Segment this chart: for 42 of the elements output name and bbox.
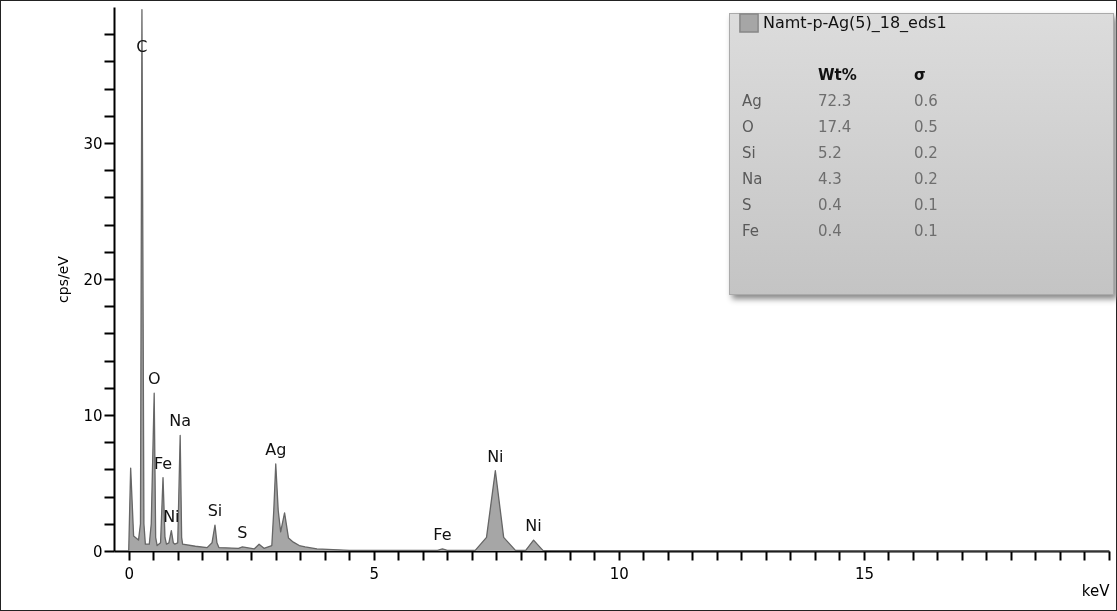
annotation: Si: [742, 143, 757, 164]
annotation: 0.5: [914, 117, 939, 138]
legend-label: Namt-p-Ag(5)_18_eds1: [763, 13, 947, 33]
annotation: Ni: [525, 516, 542, 536]
y-tick-label: 20: [83, 270, 103, 289]
annotation: 17.4: [818, 117, 853, 138]
annotation: 0.2: [914, 143, 939, 164]
annotation: 0.1: [914, 221, 939, 242]
annotation: S: [742, 195, 753, 216]
annotation: S: [237, 522, 248, 542]
x-axis-title: keV: [1081, 581, 1111, 600]
annotation: 72.3: [818, 91, 853, 112]
annotation: Wt%: [818, 65, 858, 86]
annotation: 0.1: [914, 195, 939, 216]
annotation: C: [136, 37, 148, 57]
annotation: Ag: [265, 439, 287, 459]
annotation: Fe: [153, 453, 173, 473]
annotation: Fe: [433, 524, 452, 544]
annotation: 0.4: [818, 195, 843, 216]
annotation: Ag: [742, 91, 763, 112]
annotation: Si: [207, 501, 223, 521]
annotation: O: [742, 117, 755, 138]
annotation: 4.3: [818, 169, 843, 190]
y-tick-label: 30: [83, 134, 103, 153]
annotation: Ni: [487, 446, 504, 466]
x-tick-label: 10: [609, 564, 629, 583]
annotation: Na: [169, 411, 192, 431]
y-axis-title: cps/eV: [55, 255, 72, 303]
annotation: 0.2: [914, 169, 939, 190]
y-tick-label: 0: [92, 542, 103, 561]
annotation: 0.6: [914, 91, 939, 112]
annotation: σ: [914, 65, 927, 86]
annotation: Fe: [742, 221, 761, 242]
annotation: 5.2: [818, 143, 843, 164]
y-tick-label: 10: [83, 406, 103, 425]
annotation: Na: [742, 169, 764, 190]
x-tick-label: 5: [369, 564, 380, 583]
annotation: O: [147, 369, 161, 389]
annotation: Ni: [163, 506, 180, 526]
annotation: 0.4: [818, 221, 843, 242]
x-tick-label: 0: [124, 564, 134, 583]
x-tick-label: 15: [854, 564, 874, 583]
